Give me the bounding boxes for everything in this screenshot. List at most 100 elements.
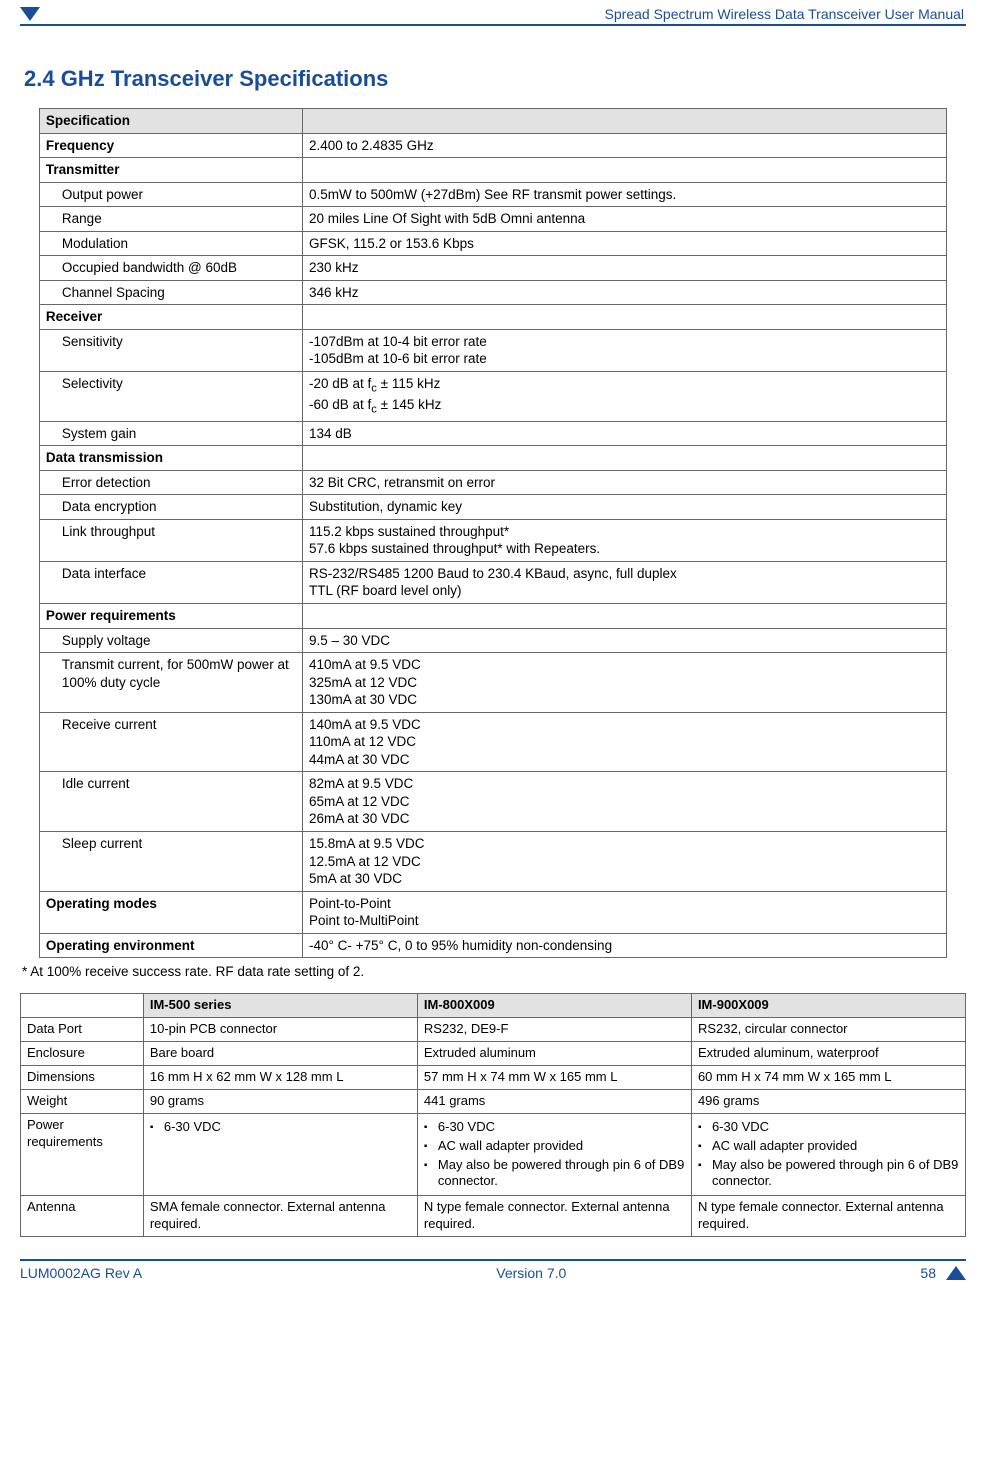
table-row: Dimensions16 mm H x 62 mm W x 128 mm L57… [21, 1065, 966, 1089]
series-attr: Dimensions [21, 1065, 144, 1089]
table-row: Sensitivity-107dBm at 10-4 bit error rat… [39, 329, 946, 371]
series-cell-im900: RS232, circular connector [691, 1018, 965, 1042]
table-row: AntennaSMA female connector. External an… [21, 1196, 966, 1237]
list-item: AC wall adapter provided [698, 1138, 959, 1155]
spec-value: 2.400 to 2.4835 GHz [302, 133, 946, 158]
spec-value: GFSK, 115.2 or 153.6 Kbps [302, 231, 946, 256]
table-row: Channel Spacing346 kHz [39, 280, 946, 305]
table-row: Power requirements [39, 604, 946, 629]
spec-label: Output power [39, 182, 302, 207]
table-row: System gain134 dB [39, 421, 946, 446]
series-cell-im800: N type female connector. External antenn… [417, 1196, 691, 1237]
table-row: Receive current140mA at 9.5 VDC 110mA at… [39, 712, 946, 772]
series-attr: Antenna [21, 1196, 144, 1237]
spec-label: Link throughput [39, 519, 302, 561]
series-header-row: IM-500 series IM-800X009 IM-900X009 [21, 994, 966, 1018]
spec-label: Occupied bandwidth @ 60dB [39, 256, 302, 281]
page-footer: LUM0002AG Rev A Version 7.0 58 [20, 1259, 966, 1285]
series-cell-im500: Bare board [143, 1042, 417, 1066]
spec-value [302, 305, 946, 330]
series-header-im800: IM-800X009 [417, 994, 691, 1018]
footer-center: Version 7.0 [496, 1265, 566, 1281]
list-item: May also be powered through pin 6 of DB9… [698, 1157, 959, 1191]
table-row: EnclosureBare boardExtruded aluminumExtr… [21, 1042, 966, 1066]
spec-value: -40° C- +75° C, 0 to 95% humidity non-co… [302, 933, 946, 958]
series-header-im500: IM-500 series [143, 994, 417, 1018]
spec-value: 9.5 – 30 VDC [302, 628, 946, 653]
spec-label: Receiver [39, 305, 302, 330]
spec-label: System gain [39, 421, 302, 446]
series-attr: Data Port [21, 1018, 144, 1042]
series-attr: Weight [21, 1089, 144, 1113]
series-cell-im500: 6-30 VDC [143, 1113, 417, 1196]
table-row: Receiver [39, 305, 946, 330]
series-cell-im800: Extruded aluminum [417, 1042, 691, 1066]
table-row: ModulationGFSK, 115.2 or 153.6 Kbps [39, 231, 946, 256]
spec-value: 32 Bit CRC, retransmit on error [302, 470, 946, 495]
spec-value: 346 kHz [302, 280, 946, 305]
spec-label: Data interface [39, 561, 302, 603]
list-item: AC wall adapter provided [424, 1138, 685, 1155]
spec-label: Selectivity [39, 372, 302, 422]
spec-label: Data encryption [39, 495, 302, 520]
series-cell-im500: SMA female connector. External antenna r… [143, 1196, 417, 1237]
series-comparison-table: IM-500 series IM-800X009 IM-900X009 Data… [20, 993, 966, 1237]
table-row: Data interfaceRS-232/RS485 1200 Baud to … [39, 561, 946, 603]
spec-value: 134 dB [302, 421, 946, 446]
list-item: 6-30 VDC [150, 1119, 411, 1136]
spec-label: Range [39, 207, 302, 232]
table-row: Idle current 82mA at 9.5 VDC 65mA at 12 … [39, 772, 946, 832]
spec-value: 115.2 kbps sustained throughput* 57.6 kb… [302, 519, 946, 561]
footer-right: 58 [920, 1265, 936, 1281]
table-row: Specification [39, 109, 946, 134]
spec-value: -107dBm at 10-4 bit error rate -105dBm a… [302, 329, 946, 371]
series-cell-im900: 6-30 VDCAC wall adapter providedMay also… [691, 1113, 965, 1196]
spec-label: Modulation [39, 231, 302, 256]
spec-value: 0.5mW to 500mW (+27dBm) See RF transmit … [302, 182, 946, 207]
series-attr: Power requirements [21, 1113, 144, 1196]
page-title: 2.4 GHz Transceiver Specifications [20, 66, 966, 92]
series-cell-im800: 57 mm H x 74 mm W x 165 mm L [417, 1065, 691, 1089]
spec-value [302, 604, 946, 629]
footnote-text: * At 100% receive success rate. RF data … [22, 964, 966, 979]
spec-value: Point-to-Point Point to-MultiPoint [302, 891, 946, 933]
table-row: Data transmission [39, 446, 946, 471]
table-row: Sleep current 15.8mA at 9.5 VDC 12.5mA a… [39, 832, 946, 892]
series-cell-im800: RS232, DE9-F [417, 1018, 691, 1042]
spec-label: Specification [39, 109, 302, 134]
specifications-table: SpecificationFrequency2.400 to 2.4835 GH… [39, 108, 947, 958]
table-row: Operating environment-40° C- +75° C, 0 t… [39, 933, 946, 958]
spec-value [302, 158, 946, 183]
series-cell-im500: 90 grams [143, 1089, 417, 1113]
spec-label: Receive current [39, 712, 302, 772]
page-header: Spread Spectrum Wireless Data Transceive… [20, 0, 966, 26]
series-cell-im800: 6-30 VDC AC wall adapter provided May also… [417, 1113, 691, 1196]
table-row: Selectivity-20 dB at fc ± 115 kHz-60 dB … [39, 372, 946, 422]
footer-decoration-icon [946, 1266, 966, 1280]
spec-value: 15.8mA at 9.5 VDC 12.5mA at 12 VDC 5mA a… [302, 832, 946, 892]
spec-label: Operating environment [39, 933, 302, 958]
header-title: Spread Spectrum Wireless Data Transceive… [605, 6, 966, 22]
series-cell-im800: 441 grams [417, 1089, 691, 1113]
header-decoration-icon [20, 7, 40, 21]
table-row: Transmitter [39, 158, 946, 183]
series-header-im900: IM-900X009 [691, 994, 965, 1018]
spec-label: Data transmission [39, 446, 302, 471]
spec-value [302, 109, 946, 134]
spec-value: 230 kHz [302, 256, 946, 281]
list-item: May also be powered through pin 6 of DB9… [424, 1157, 685, 1191]
spec-value: Substitution, dynamic key [302, 495, 946, 520]
spec-label: Transmitter [39, 158, 302, 183]
table-row: Error detection32 Bit CRC, retransmit on… [39, 470, 946, 495]
table-row: Supply voltage9.5 – 30 VDC [39, 628, 946, 653]
series-cell-im500: 10-pin PCB connector [143, 1018, 417, 1042]
spec-label: Sleep current [39, 832, 302, 892]
list-item: 6-30 VDC [424, 1119, 685, 1136]
series-attr: Enclosure [21, 1042, 144, 1066]
series-header-blank [21, 994, 144, 1018]
table-row: Operating modesPoint-to-Point Point to-M… [39, 891, 946, 933]
spec-label: Sensitivity [39, 329, 302, 371]
spec-label: Frequency [39, 133, 302, 158]
table-row: Transmit current, for 500mW power at 100… [39, 653, 946, 713]
series-cell-im900: 60 mm H x 74 mm W x 165 mm L [691, 1065, 965, 1089]
